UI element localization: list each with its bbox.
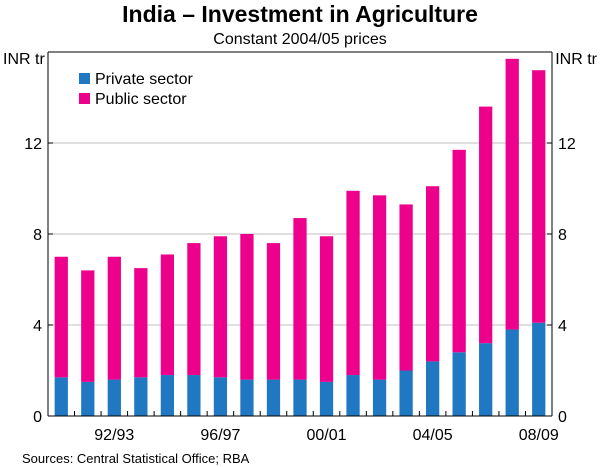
chart-subtitle: Constant 2004/05 prices xyxy=(213,31,386,48)
bar-public-12 xyxy=(372,195,387,380)
chart-title: India – Investment in Agriculture xyxy=(122,1,478,27)
bar-private-12 xyxy=(372,379,387,416)
bar-private-8 xyxy=(266,379,281,416)
bar-private-18 xyxy=(532,322,546,416)
bar-public-2 xyxy=(107,256,121,380)
y-tick-label-right-1: 4 xyxy=(558,318,567,335)
bar-private-6 xyxy=(213,377,228,416)
bar-private-10 xyxy=(319,381,334,416)
bar-private-2 xyxy=(107,379,121,416)
x-tick-label-3: 04/05 xyxy=(413,427,453,444)
legend-swatch-public xyxy=(79,93,90,104)
legend-label-private: Private sector xyxy=(95,71,193,88)
legend-swatch-private xyxy=(79,73,90,84)
bar-public-5 xyxy=(187,243,201,376)
legend-label-public: Public sector xyxy=(95,91,187,108)
bar-public-17 xyxy=(505,58,519,330)
bar-private-11 xyxy=(346,375,360,416)
source-note: Sources: Central Statistical Office; RBA xyxy=(22,451,250,466)
x-tick-label-2: 00/01 xyxy=(307,427,347,444)
bar-private-16 xyxy=(479,343,493,416)
bar-private-5 xyxy=(187,375,201,416)
y-tick-label-right-2: 8 xyxy=(558,227,567,244)
y-axis-unit-left: INR tr xyxy=(3,51,45,68)
y-tick-label-right-0: 0 xyxy=(558,409,567,426)
bar-private-15 xyxy=(452,352,466,416)
bars xyxy=(54,58,546,416)
bar-public-0 xyxy=(54,256,68,378)
bar-public-13 xyxy=(399,204,413,371)
bar-private-0 xyxy=(54,377,68,416)
bar-public-10 xyxy=(319,236,334,382)
x-tick-label-0: 92/93 xyxy=(94,427,134,444)
legend: Private sector Public sector xyxy=(79,71,193,108)
y-tick-label-right-3: 12 xyxy=(558,136,576,153)
y-tick-label-left-0: 0 xyxy=(33,409,42,426)
bar-private-14 xyxy=(426,361,440,416)
bar-public-4 xyxy=(160,254,174,376)
bar-private-1 xyxy=(81,381,95,416)
y-axis-unit-right: INR tr xyxy=(555,51,597,68)
bar-public-3 xyxy=(134,268,148,378)
bar-private-4 xyxy=(160,375,174,416)
bar-private-3 xyxy=(134,377,148,416)
bar-public-7 xyxy=(240,234,254,380)
bar-public-16 xyxy=(479,106,493,344)
bar-public-14 xyxy=(426,186,440,362)
axes: 0 0 4 4 8 8 12 12 92/93 96/97 00/01 04/05 08/09 xyxy=(24,51,576,444)
bar-private-13 xyxy=(399,370,413,416)
bar-private-7 xyxy=(240,379,254,416)
bar-private-17 xyxy=(505,329,519,416)
x-tick-label-1: 96/97 xyxy=(200,427,240,444)
y-tick-label-left-1: 4 xyxy=(33,318,42,335)
bar-public-8 xyxy=(266,243,281,380)
bar-public-15 xyxy=(452,149,466,353)
bar-public-1 xyxy=(81,270,95,382)
bar-public-11 xyxy=(346,190,360,376)
bar-public-18 xyxy=(532,70,546,323)
y-tick-label-left-3: 12 xyxy=(24,136,42,153)
bar-private-9 xyxy=(293,379,307,416)
bar-public-6 xyxy=(213,236,228,378)
x-tick-label-4: 08/09 xyxy=(519,427,559,444)
y-tick-label-left-2: 8 xyxy=(33,227,42,244)
bar-public-9 xyxy=(293,218,307,380)
